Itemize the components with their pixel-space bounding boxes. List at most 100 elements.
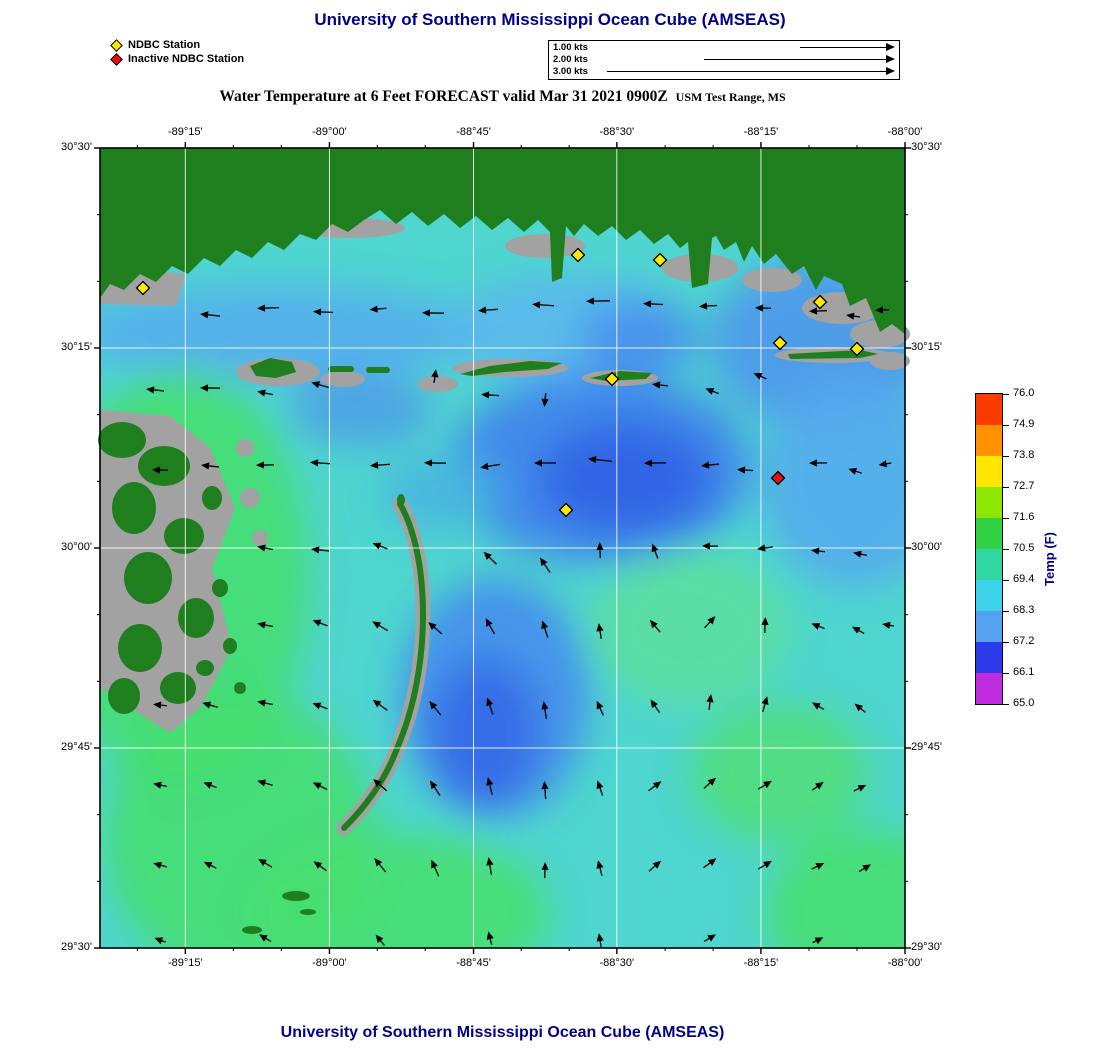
colorbar-tick — [1003, 517, 1009, 519]
forecast-title: Water Temperature at 6 Feet FORECAST val… — [219, 88, 668, 105]
current-arrow — [313, 308, 334, 316]
current-arrow — [705, 387, 719, 395]
current-arrow — [312, 782, 328, 791]
lon-tick-label: -89°00' — [312, 126, 347, 138]
current-arrow — [429, 780, 441, 796]
current-arrow — [481, 391, 500, 399]
current-arrow — [812, 937, 824, 945]
current-arrow — [486, 697, 494, 715]
scale-arrow-shaft — [607, 71, 887, 73]
lat-tick-label: 29°30' — [61, 941, 92, 953]
page-title-bottom: University of Southern Mississippi Ocean… — [280, 1024, 725, 1041]
ndbc-station-marker — [772, 335, 788, 351]
current-arrow — [650, 699, 661, 713]
current-arrow — [702, 542, 719, 550]
colorbar-tick — [1003, 672, 1009, 674]
current-arrow — [737, 466, 754, 474]
current-arrow — [373, 779, 388, 792]
colorbar-tick-label: 68.3 — [1013, 604, 1035, 616]
current-arrow — [651, 543, 659, 559]
current-arrow — [200, 384, 221, 392]
region-label: USM Test Range, MS — [675, 90, 786, 104]
current-arrow — [699, 302, 718, 310]
current-arrow — [875, 306, 890, 314]
scale-row-label: 1.00 kts — [553, 42, 588, 53]
lon-tick-label: -89°00' — [312, 957, 347, 969]
current-arrow — [541, 620, 549, 638]
land-layer — [98, 148, 905, 934]
legend-label: NDBC Station — [128, 39, 201, 51]
current-arrow — [312, 619, 328, 627]
current-arrow — [257, 389, 273, 397]
marsh-green-speckles — [98, 422, 316, 934]
current-arrow — [370, 461, 391, 469]
temperature-blob — [765, 828, 905, 948]
current-arrow — [596, 780, 604, 796]
current-arrow — [878, 460, 892, 468]
colorbar-tick — [1003, 548, 1009, 550]
scale-arrow-head — [886, 43, 895, 51]
current-arrow — [704, 616, 716, 629]
current-arrow — [532, 301, 555, 309]
current-arrow — [596, 542, 604, 559]
current-arrow — [761, 696, 769, 712]
current-arrow — [853, 784, 867, 792]
ndbc-station-marker — [558, 502, 574, 518]
lat-tick-label: 30°00' — [911, 541, 942, 553]
scale-row: 3.00 kts — [549, 66, 899, 78]
current-arrow — [648, 860, 662, 872]
current-arrow — [541, 781, 549, 800]
scale-row-label: 2.00 kts — [553, 54, 588, 65]
lat-tick-label: 29°45' — [61, 741, 92, 753]
ndbc-station-marker — [812, 294, 828, 310]
current-arrow — [153, 781, 167, 789]
current-arrow — [539, 557, 551, 573]
colorbar-tick-label: 76.0 — [1013, 387, 1035, 399]
legend-item-inactive-ndbc: Inactive NDBC Station — [110, 52, 244, 66]
current-arrow — [643, 300, 664, 308]
colorbar-title: Temp (F) — [1042, 532, 1057, 586]
lon-tick-label: -88°15' — [743, 957, 779, 969]
lat-tick-label: 30°30' — [61, 141, 92, 153]
colorbar-gradient — [975, 393, 1003, 705]
ndbc-station-marker — [652, 252, 668, 268]
current-arrow — [541, 392, 549, 407]
colorbar-tick-label: 74.9 — [1013, 418, 1035, 430]
legend-item-ndbc: NDBC Station — [110, 38, 244, 52]
current-arrow — [483, 551, 497, 565]
chandeleur-islands — [341, 494, 426, 831]
map-svg — [94, 142, 911, 954]
current-arrow — [257, 544, 273, 552]
scale-arrow-head — [886, 55, 895, 63]
current-arrow — [486, 857, 494, 875]
current-arrow — [310, 459, 331, 467]
mainland — [100, 148, 905, 334]
current-arrow — [648, 781, 662, 792]
colorbar: 76.0 74.9 73.8 72.7 71.6 70.5 69.4 68.3 67.2 66.1… — [975, 387, 1034, 709]
current-arrow — [761, 617, 769, 634]
lat-tick-label: 29°30' — [911, 941, 942, 953]
inactive-ndbc-station-marker — [770, 470, 786, 486]
current-arrow — [153, 701, 168, 709]
current-arrow — [312, 702, 328, 710]
lat-tick-label: 30°00' — [61, 541, 92, 553]
colorbar-tick — [1003, 703, 1009, 705]
inactive-ndbc-station-icon — [110, 52, 123, 66]
current-arrow — [757, 860, 772, 870]
current-arrow — [431, 369, 439, 384]
current-vectors — [146, 297, 895, 948]
current-arrow — [703, 858, 717, 869]
scale-row: 1.00 kts — [549, 42, 899, 54]
lon-tick-label: -88°00' — [887, 126, 923, 138]
temperature-blob — [430, 658, 540, 808]
current-arrow — [153, 861, 167, 869]
current-arrow — [586, 297, 611, 305]
current-arrow — [541, 862, 549, 879]
current-arrow — [846, 312, 861, 320]
current-arrow — [372, 621, 389, 632]
current-arrow — [706, 694, 714, 711]
colorbar-tick-label: 70.5 — [1013, 542, 1035, 554]
current-arrow — [854, 703, 866, 713]
temperature-blob — [100, 285, 490, 381]
current-arrow — [428, 622, 443, 635]
